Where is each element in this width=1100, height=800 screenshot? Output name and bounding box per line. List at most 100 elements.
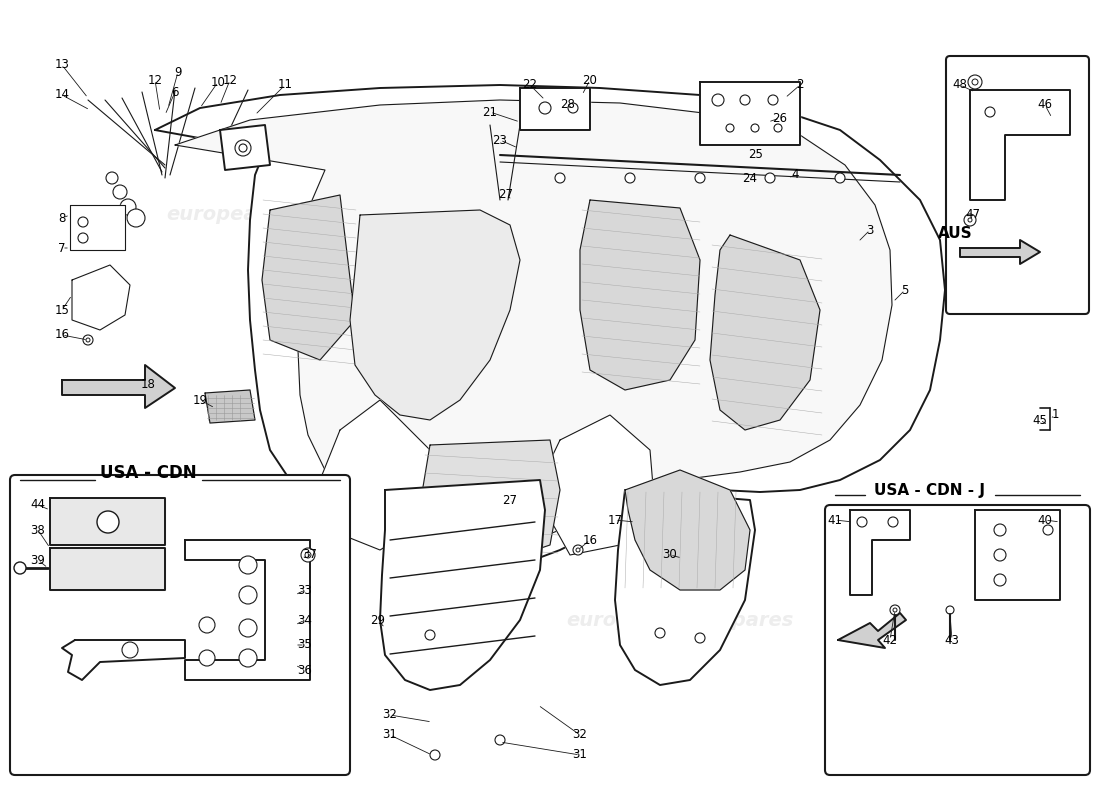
FancyBboxPatch shape bbox=[825, 505, 1090, 775]
Polygon shape bbox=[615, 490, 755, 685]
Circle shape bbox=[120, 199, 136, 215]
Circle shape bbox=[239, 649, 257, 667]
Circle shape bbox=[539, 102, 551, 114]
Text: 26: 26 bbox=[772, 111, 788, 125]
Circle shape bbox=[946, 606, 954, 614]
Text: europeanautospares: europeanautospares bbox=[496, 370, 724, 390]
Circle shape bbox=[751, 124, 759, 132]
Text: 32: 32 bbox=[573, 729, 587, 742]
Polygon shape bbox=[700, 82, 800, 145]
Polygon shape bbox=[975, 510, 1060, 600]
Text: 11: 11 bbox=[277, 78, 293, 91]
Circle shape bbox=[774, 124, 782, 132]
Circle shape bbox=[113, 185, 127, 199]
Polygon shape bbox=[625, 470, 750, 590]
Polygon shape bbox=[50, 548, 165, 590]
Circle shape bbox=[984, 107, 996, 117]
Circle shape bbox=[425, 630, 435, 640]
Polygon shape bbox=[420, 440, 560, 565]
Text: 40: 40 bbox=[1037, 514, 1053, 526]
Polygon shape bbox=[580, 200, 700, 390]
Circle shape bbox=[888, 517, 898, 527]
Text: 45: 45 bbox=[1033, 414, 1047, 426]
Polygon shape bbox=[185, 540, 310, 680]
Circle shape bbox=[122, 642, 138, 658]
Text: 31: 31 bbox=[383, 729, 397, 742]
Text: 41: 41 bbox=[827, 514, 843, 526]
Text: 15: 15 bbox=[55, 303, 69, 317]
Circle shape bbox=[239, 586, 257, 604]
Text: 25: 25 bbox=[749, 149, 763, 162]
Text: USA - CDN: USA - CDN bbox=[100, 464, 196, 482]
Circle shape bbox=[235, 140, 251, 156]
Polygon shape bbox=[50, 498, 165, 545]
Circle shape bbox=[430, 750, 440, 760]
Circle shape bbox=[994, 549, 1006, 561]
Circle shape bbox=[893, 608, 896, 612]
Text: 1: 1 bbox=[1052, 409, 1058, 422]
Polygon shape bbox=[220, 125, 270, 170]
Circle shape bbox=[654, 628, 666, 638]
Circle shape bbox=[964, 214, 976, 226]
Text: 21: 21 bbox=[483, 106, 497, 118]
Text: 10: 10 bbox=[210, 75, 225, 89]
Text: 29: 29 bbox=[371, 614, 385, 626]
Text: 43: 43 bbox=[945, 634, 959, 646]
Circle shape bbox=[740, 95, 750, 105]
Text: 3: 3 bbox=[867, 223, 873, 237]
Text: 7: 7 bbox=[58, 242, 66, 254]
Circle shape bbox=[726, 124, 734, 132]
Text: 24: 24 bbox=[742, 171, 758, 185]
Circle shape bbox=[994, 524, 1006, 536]
Circle shape bbox=[890, 605, 900, 615]
Circle shape bbox=[495, 735, 505, 745]
Polygon shape bbox=[62, 365, 175, 408]
Circle shape bbox=[239, 556, 257, 574]
Polygon shape bbox=[960, 240, 1040, 264]
Circle shape bbox=[568, 103, 578, 113]
Text: AUS: AUS bbox=[938, 226, 972, 241]
Circle shape bbox=[764, 173, 776, 183]
Polygon shape bbox=[70, 205, 125, 250]
Polygon shape bbox=[710, 235, 820, 430]
Text: 27: 27 bbox=[498, 189, 514, 202]
Polygon shape bbox=[262, 195, 355, 360]
Text: 17: 17 bbox=[607, 514, 623, 526]
Text: 36: 36 bbox=[298, 663, 312, 677]
Circle shape bbox=[78, 233, 88, 243]
Text: 28: 28 bbox=[561, 98, 575, 111]
Text: 42: 42 bbox=[882, 634, 898, 646]
Text: 6: 6 bbox=[172, 86, 178, 98]
Text: USA - CDN - J: USA - CDN - J bbox=[874, 482, 986, 498]
Circle shape bbox=[14, 562, 26, 574]
Text: europeanautospares: europeanautospares bbox=[566, 610, 794, 630]
Text: 13: 13 bbox=[55, 58, 69, 71]
Polygon shape bbox=[155, 85, 945, 572]
Text: 27: 27 bbox=[503, 494, 517, 506]
Text: 18: 18 bbox=[141, 378, 155, 391]
Circle shape bbox=[106, 172, 118, 184]
Circle shape bbox=[305, 552, 311, 558]
Text: 2: 2 bbox=[796, 78, 804, 91]
Polygon shape bbox=[379, 480, 544, 690]
Polygon shape bbox=[62, 640, 185, 680]
Circle shape bbox=[1043, 525, 1053, 535]
Text: 9: 9 bbox=[174, 66, 182, 78]
Text: 34: 34 bbox=[298, 614, 312, 626]
Text: 47: 47 bbox=[966, 209, 980, 222]
Text: 39: 39 bbox=[31, 554, 45, 566]
Polygon shape bbox=[838, 613, 906, 648]
Circle shape bbox=[712, 94, 724, 106]
Text: europeanautospares: europeanautospares bbox=[166, 206, 394, 225]
Circle shape bbox=[994, 574, 1006, 586]
FancyBboxPatch shape bbox=[946, 56, 1089, 314]
Circle shape bbox=[199, 650, 214, 666]
Circle shape bbox=[199, 617, 214, 633]
Circle shape bbox=[972, 79, 978, 85]
Text: europeanautospares: europeanautospares bbox=[62, 601, 288, 619]
Circle shape bbox=[573, 545, 583, 555]
Text: 12: 12 bbox=[222, 74, 238, 86]
Text: 38: 38 bbox=[31, 523, 45, 537]
Text: 37: 37 bbox=[302, 549, 318, 562]
Text: 16: 16 bbox=[55, 329, 69, 342]
